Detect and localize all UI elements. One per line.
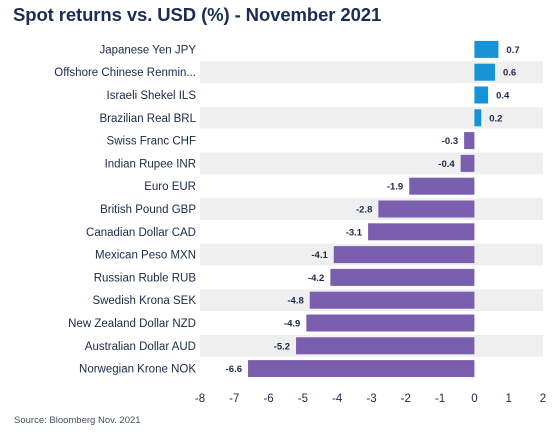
category-label: Swedish Krona SEK — [92, 295, 196, 307]
bar — [309, 291, 475, 309]
bar — [248, 360, 475, 378]
bar — [474, 40, 499, 58]
bar — [330, 268, 475, 286]
data-label: -0.3 — [442, 136, 458, 147]
data-label: -4.1 — [311, 250, 328, 261]
x-tick-label: -4 — [332, 393, 343, 405]
category-labels: Japanese Yen JPY Offshore Chinese Renmin.… — [54, 44, 196, 375]
row-band — [200, 152, 543, 175]
data-label: -6.6 — [226, 364, 242, 375]
category-label: Indian Rupee INR — [105, 158, 196, 170]
bar — [474, 63, 495, 81]
data-label: -4.2 — [308, 273, 324, 284]
category-label: Australian Dollar AUD — [85, 341, 196, 353]
category-label: Russian Ruble RUB — [94, 272, 197, 284]
data-label: -4.8 — [287, 296, 303, 307]
data-label: -5.2 — [274, 341, 290, 352]
category-label: Mexican Peso MXN — [95, 250, 196, 262]
data-label: 0.7 — [506, 45, 519, 56]
x-tick-label: -5 — [298, 393, 308, 405]
row-band — [200, 61, 543, 84]
category-label: Israeli Shekel ILS — [107, 90, 197, 102]
bar — [464, 132, 475, 150]
data-label: -2.8 — [356, 205, 372, 216]
x-tick-label: 0 — [471, 393, 477, 405]
x-tick-label: -1 — [435, 393, 445, 405]
bar — [333, 246, 475, 264]
x-tick-label: 1 — [505, 393, 511, 405]
data-label: -4.9 — [284, 319, 300, 330]
bar — [378, 200, 475, 218]
bars — [248, 40, 499, 378]
category-label: Canadian Dollar CAD — [86, 227, 196, 239]
category-label: Swiss Franc CHF — [107, 136, 196, 148]
data-label: -1.9 — [387, 182, 403, 193]
category-label: British Pound GBP — [100, 204, 196, 216]
data-labels: 0.7 0.6 0.4 0.2 -0.3 -0.4 -1.9 -2.8 -3.1 -4.1 -4.2… — [226, 45, 520, 375]
bar — [296, 337, 475, 355]
x-axis-ticks: -8 -7 -6 -5 -4 -3 -2 -1 0 1 2 — [195, 393, 546, 405]
data-label: -0.4 — [438, 159, 455, 170]
x-tick-label: -8 — [195, 393, 205, 405]
category-label: Brazilian Real BRL — [99, 113, 196, 125]
x-tick-label: 2 — [540, 393, 546, 405]
data-label: 0.2 — [489, 113, 502, 124]
bar — [460, 154, 475, 172]
bar — [474, 109, 482, 127]
x-tick-label: -6 — [263, 393, 273, 405]
bar — [306, 314, 475, 332]
source-note: Source: Bloomberg Nov. 2021 — [14, 415, 141, 426]
bar — [368, 223, 475, 241]
bar — [409, 177, 475, 195]
category-label: Offshore Chinese Renmin... — [54, 67, 196, 79]
category-label: New Zealand Dollar NZD — [68, 318, 196, 330]
category-label: Euro EUR — [144, 181, 196, 193]
x-tick-label: -2 — [401, 393, 411, 405]
category-label: Norwegian Krone NOK — [79, 364, 196, 376]
x-tick-label: -3 — [366, 393, 376, 405]
chart-title: Spot returns vs. USD (%) - November 2021 — [13, 4, 382, 25]
data-label: 0.6 — [503, 68, 516, 79]
bar — [474, 86, 489, 104]
row-band — [200, 106, 543, 129]
data-label: 0.4 — [496, 91, 510, 102]
data-label: -3.1 — [346, 227, 363, 238]
category-label: Japanese Yen JPY — [99, 44, 196, 56]
x-tick-label: -7 — [229, 393, 239, 405]
